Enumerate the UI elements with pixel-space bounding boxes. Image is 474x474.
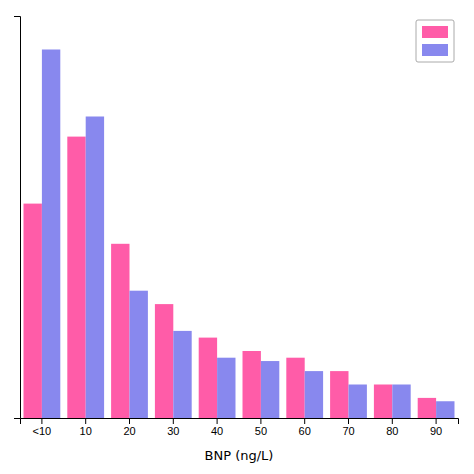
x-tick-mark xyxy=(85,418,86,424)
bar xyxy=(24,204,42,418)
bar xyxy=(243,351,261,418)
x-tick-label: 30 xyxy=(167,425,179,437)
bar xyxy=(130,291,148,418)
x-tick-mark xyxy=(304,418,305,424)
x-tick: <10 xyxy=(33,418,52,437)
bar xyxy=(42,50,60,419)
bars xyxy=(24,50,455,419)
bar xyxy=(286,358,304,418)
bar xyxy=(86,117,104,419)
legend-swatch xyxy=(422,44,448,56)
bar xyxy=(418,398,436,418)
x-tick-label: 10 xyxy=(80,425,92,437)
x-tick-mark xyxy=(173,418,174,424)
bar xyxy=(217,358,235,418)
x-tick: 10 xyxy=(80,418,92,437)
x-tick-label: 50 xyxy=(255,425,267,437)
x-tick-label: 60 xyxy=(299,425,311,437)
x-tick-mark xyxy=(260,418,261,424)
x-tick-mark xyxy=(129,418,130,424)
x-axis: <10 10 20 30 40 50 60 70 80 90 xyxy=(21,418,459,437)
x-tick: 60 xyxy=(299,418,311,437)
bar xyxy=(374,385,392,419)
legend-frame xyxy=(416,20,454,62)
x-tick-label: 20 xyxy=(123,425,135,437)
x-tick: 20 xyxy=(123,418,135,437)
x-tick: 50 xyxy=(255,418,267,437)
x-tick-mark xyxy=(41,418,42,424)
bar xyxy=(436,401,454,418)
bar xyxy=(199,338,217,418)
bar xyxy=(155,304,173,418)
series xyxy=(42,50,455,419)
x-axis-line xyxy=(21,419,459,425)
x-tick-mark xyxy=(436,418,437,424)
chart: <10 10 20 30 40 50 60 70 80 90 BNP (ng/L) xyxy=(0,0,474,474)
bar xyxy=(111,244,129,418)
y-axis-line xyxy=(14,17,21,419)
x-tick-label: <10 xyxy=(33,425,52,437)
x-tick-label: 70 xyxy=(342,425,354,437)
x-tick-label: 80 xyxy=(386,425,398,437)
plot-area: <10 10 20 30 40 50 60 70 80 90 xyxy=(14,17,459,437)
x-tick: 70 xyxy=(342,418,354,437)
bar xyxy=(305,371,323,418)
bar xyxy=(173,331,191,418)
legend-swatch xyxy=(422,26,448,38)
x-tick-mark xyxy=(348,418,349,424)
x-tick: 40 xyxy=(211,418,223,437)
x-tick-label: 90 xyxy=(430,425,442,437)
x-tick-mark xyxy=(217,418,218,424)
x-tick-label: 40 xyxy=(211,425,223,437)
x-axis-title: BNP (ng/L) xyxy=(205,448,274,463)
legend xyxy=(416,20,454,62)
x-tick: 30 xyxy=(167,418,179,437)
x-tick: 90 xyxy=(430,418,442,437)
x-tick: 80 xyxy=(386,418,398,437)
bar xyxy=(330,371,348,418)
bar xyxy=(349,385,367,419)
x-tick-mark xyxy=(392,418,393,424)
bar xyxy=(392,385,410,419)
bar xyxy=(67,137,85,418)
series xyxy=(24,137,437,418)
bar xyxy=(261,361,279,418)
y-axis xyxy=(14,17,21,419)
